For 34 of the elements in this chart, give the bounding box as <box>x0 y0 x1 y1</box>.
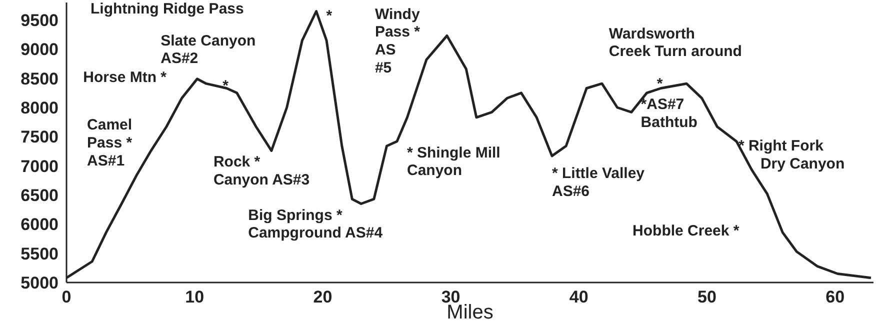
y-tick-label: 8500 <box>20 69 59 88</box>
annotation: Dry Canyon <box>760 155 845 172</box>
y-tick-label: 8000 <box>20 98 59 118</box>
y-tick-label: 6000 <box>20 215 59 234</box>
annotation: * <box>222 77 229 94</box>
annotation: Big Springs * Campground AS#4 <box>248 206 384 242</box>
annotation: Windy Pass * AS #5 <box>374 6 420 76</box>
y-tick-label: 6500 <box>20 186 59 205</box>
x-tick-label: 10 <box>185 288 204 306</box>
annotation: Rock * Canyon AS#3 <box>213 154 310 189</box>
annotation: Hobble Creek * <box>632 222 740 240</box>
x-tick-label: 20 <box>313 288 332 306</box>
annotation: Lightning Ridge Pass <box>90 0 244 18</box>
annotation: Camel Pass * AS#1 <box>87 116 132 170</box>
x-tick-label: 0 <box>62 288 72 306</box>
annotation: Slate Canyon AS#2 <box>160 32 256 68</box>
annotation: Wardsworth Creek Turn around <box>608 25 742 60</box>
x-tick-label: 40 <box>569 288 588 306</box>
annotation: * Right Fork <box>738 137 824 154</box>
annotation: * <box>656 75 663 92</box>
y-tick-label: 7000 <box>20 156 59 176</box>
y-tick-label: 5500 <box>20 244 59 264</box>
annotation: * Little Valley AS#6 <box>552 164 646 200</box>
x-tick-label: 50 <box>698 288 716 306</box>
annotation: Horse Mtn * <box>83 68 167 86</box>
annotation: * <box>326 7 332 24</box>
x-tick-label: 60 <box>826 288 845 306</box>
x-axis-title: Miles <box>446 302 494 324</box>
y-tick-label: 9500 <box>20 11 59 30</box>
annotation: *AS#7 Bathtub <box>640 96 698 131</box>
y-tick-label: 9000 <box>20 40 59 60</box>
y-tick-label: 7500 <box>20 128 59 147</box>
annotation: * Shingle Mill Canyon <box>406 144 500 180</box>
y-tick-label: 5000 <box>20 274 59 292</box>
